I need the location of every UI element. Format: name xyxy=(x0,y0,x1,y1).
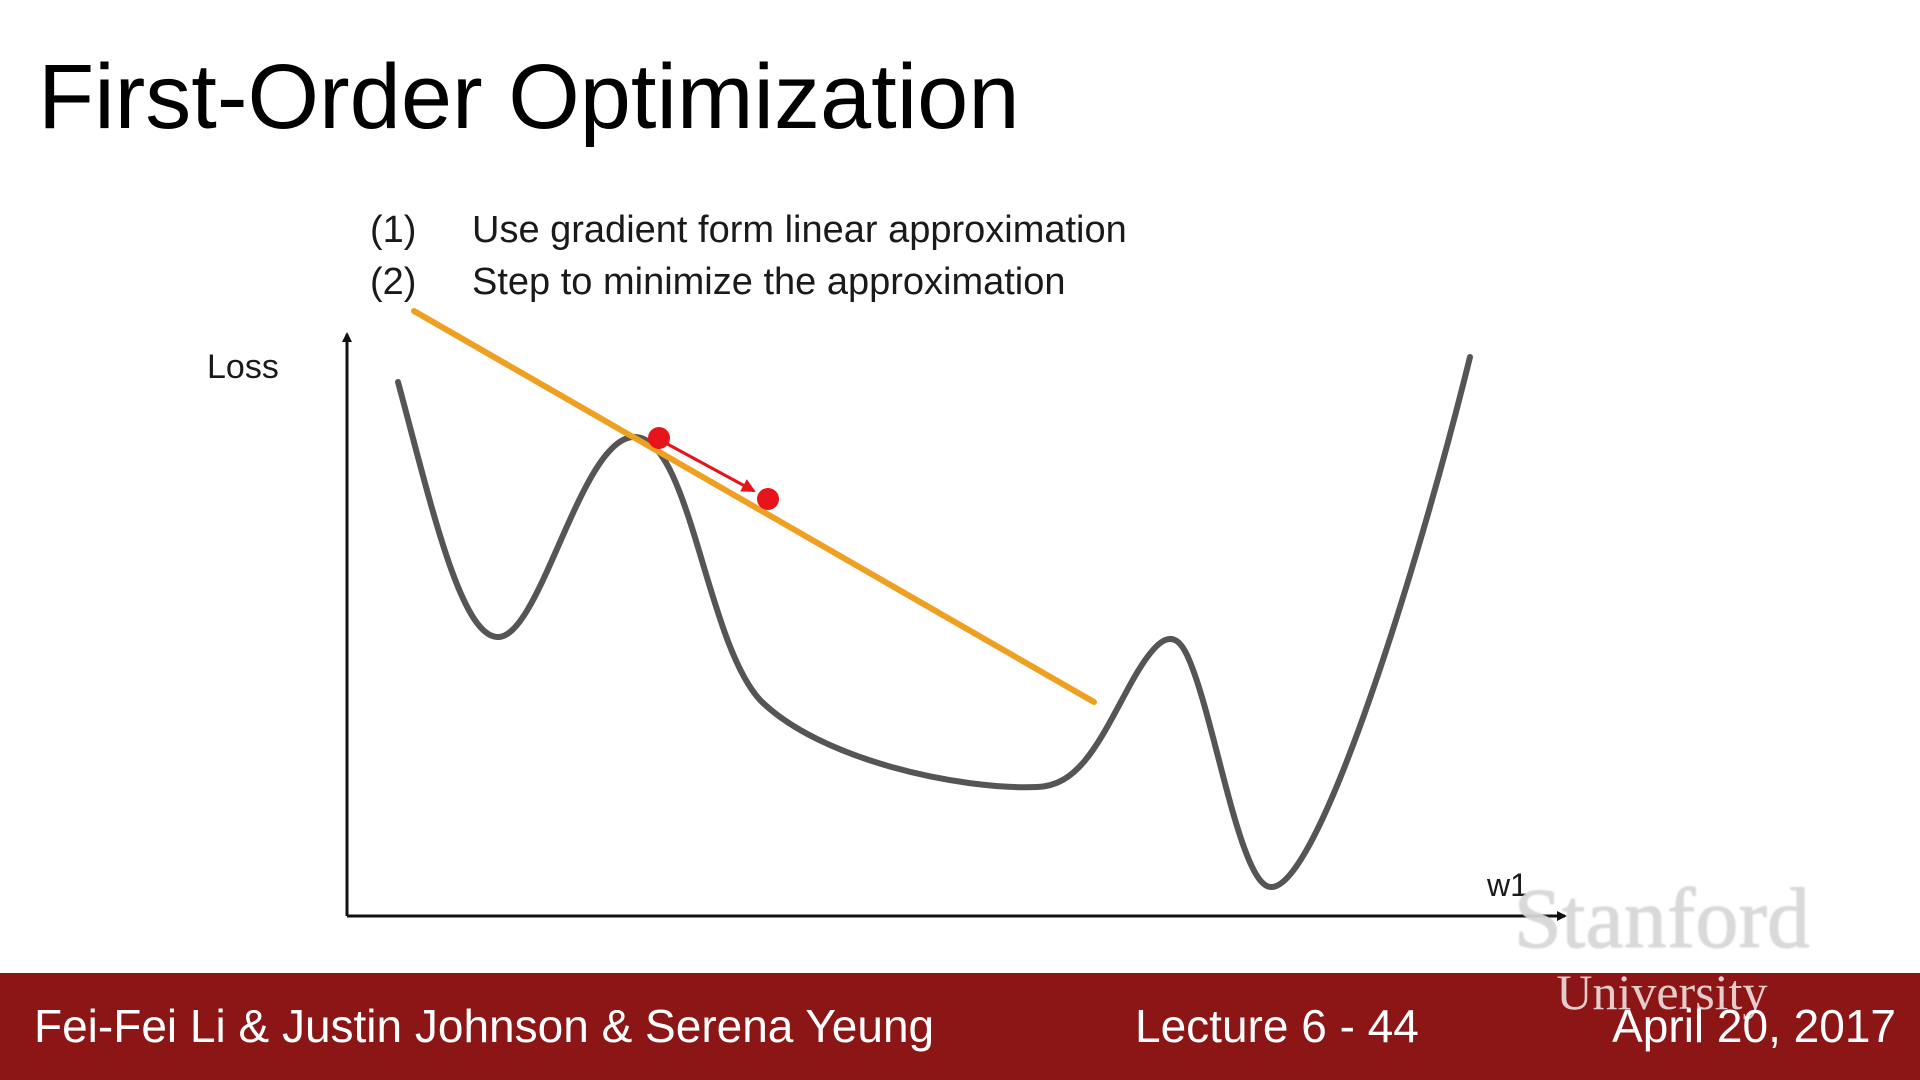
slide-title: First-Order Optimization xyxy=(38,46,1020,148)
current-point xyxy=(648,427,670,449)
step-text: Use gradient form linear approximation xyxy=(472,208,1127,251)
step-number: (1) xyxy=(370,208,417,251)
step-list: (1) Use gradient form linear approximati… xyxy=(370,204,1127,308)
y-axis-label: Loss xyxy=(207,348,279,386)
step-item: (1) Use gradient form linear approximati… xyxy=(370,204,1127,256)
step-item: (2) Step to minimize the approximation xyxy=(370,256,1127,308)
x-axis-label: w1 xyxy=(1486,867,1528,903)
gradient-step-arrow xyxy=(659,438,756,493)
footer-date: April 20, 2017 xyxy=(1612,1000,1896,1052)
footer-lecture: Lecture 6 - 44 xyxy=(1135,1000,1419,1052)
footer-authors: Fei-Fei Li & Justin Johnson & Serena Yeu… xyxy=(34,1000,935,1052)
loss-curve xyxy=(395,354,1473,890)
next-point xyxy=(757,488,779,510)
step-text: Step to minimize the approximation xyxy=(472,260,1066,303)
tangent-line xyxy=(411,308,1097,705)
step-number: (2) xyxy=(370,260,417,303)
footer-bar: Fei-Fei Li & Justin Johnson & Serena Yeu… xyxy=(0,973,1920,1080)
